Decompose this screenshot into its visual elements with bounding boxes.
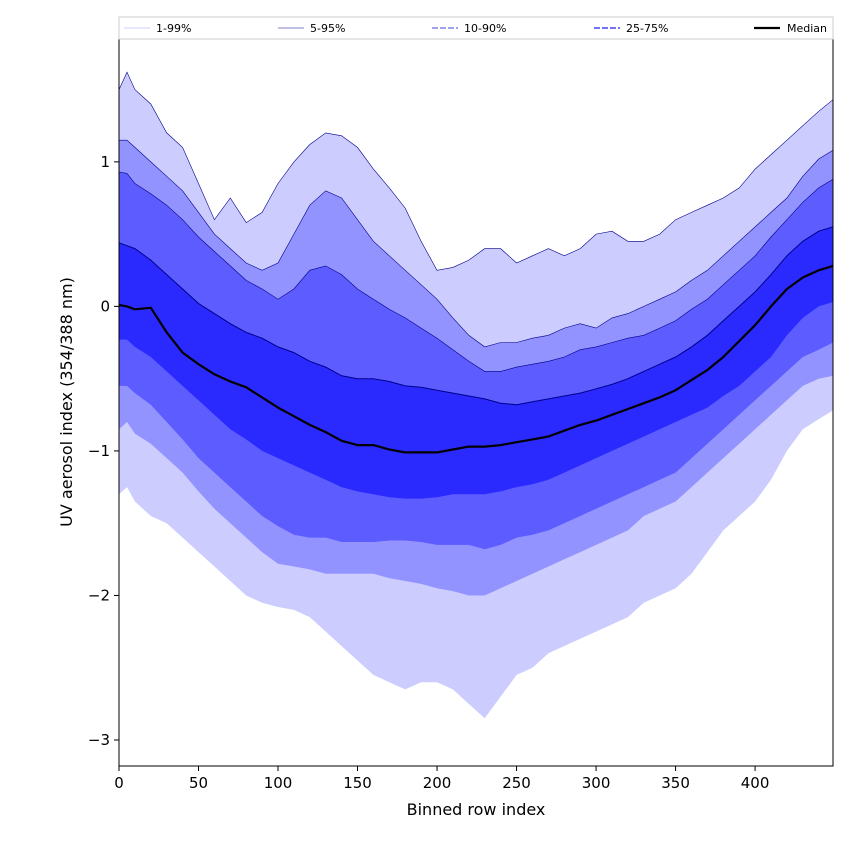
legend: 1-99% 5-95% 10-90% 25-75% Median bbox=[118, 16, 834, 40]
y-axis-label: UV aerosol index (354/388 nm) bbox=[57, 277, 76, 527]
median-series bbox=[118, 264, 834, 454]
legend-frame bbox=[118, 16, 834, 40]
legend-label-10-90: 10-90% bbox=[464, 22, 506, 35]
x-tick-label: 400 bbox=[741, 774, 770, 792]
x-axis-label: Binned row index bbox=[407, 800, 546, 819]
edge-line-p95 bbox=[119, 139, 834, 348]
y-tick-label: −3 bbox=[88, 731, 110, 749]
percentile-bands bbox=[119, 72, 833, 719]
x-tick-label: 0 bbox=[114, 774, 124, 792]
legend-label-median: Median bbox=[787, 22, 827, 35]
percentile-edge-lines bbox=[118, 71, 834, 406]
legend-label-5-95: 5-95% bbox=[310, 22, 345, 35]
y-tick-label: −2 bbox=[88, 586, 110, 604]
y-tick-label: 0 bbox=[100, 297, 110, 315]
x-tick-label: 250 bbox=[502, 774, 531, 792]
x-tick-label: 150 bbox=[343, 774, 372, 792]
edge-line-p90 bbox=[118, 171, 834, 372]
y-axis-ticks: −3 −2 −1 0 1 bbox=[88, 153, 119, 749]
median-line bbox=[118, 264, 834, 454]
x-tick-label: 350 bbox=[661, 774, 690, 792]
x-tick-label: 200 bbox=[423, 774, 452, 792]
y-tick-label: −1 bbox=[88, 442, 110, 460]
band-25-75 bbox=[119, 226, 833, 499]
legend-label-1-99: 1-99% bbox=[156, 22, 191, 35]
y-tick-label: 1 bbox=[100, 153, 110, 171]
x-axis-ticks: 0 50 100 150 200 250 300 350 400 bbox=[114, 766, 769, 792]
x-tick-label: 50 bbox=[189, 774, 208, 792]
x-tick-label: 100 bbox=[264, 774, 293, 792]
edge-line-p99 bbox=[118, 71, 834, 271]
x-tick-label: 300 bbox=[582, 774, 611, 792]
edge-line-p75 bbox=[118, 226, 834, 406]
legend-label-25-75: 25-75% bbox=[626, 22, 668, 35]
